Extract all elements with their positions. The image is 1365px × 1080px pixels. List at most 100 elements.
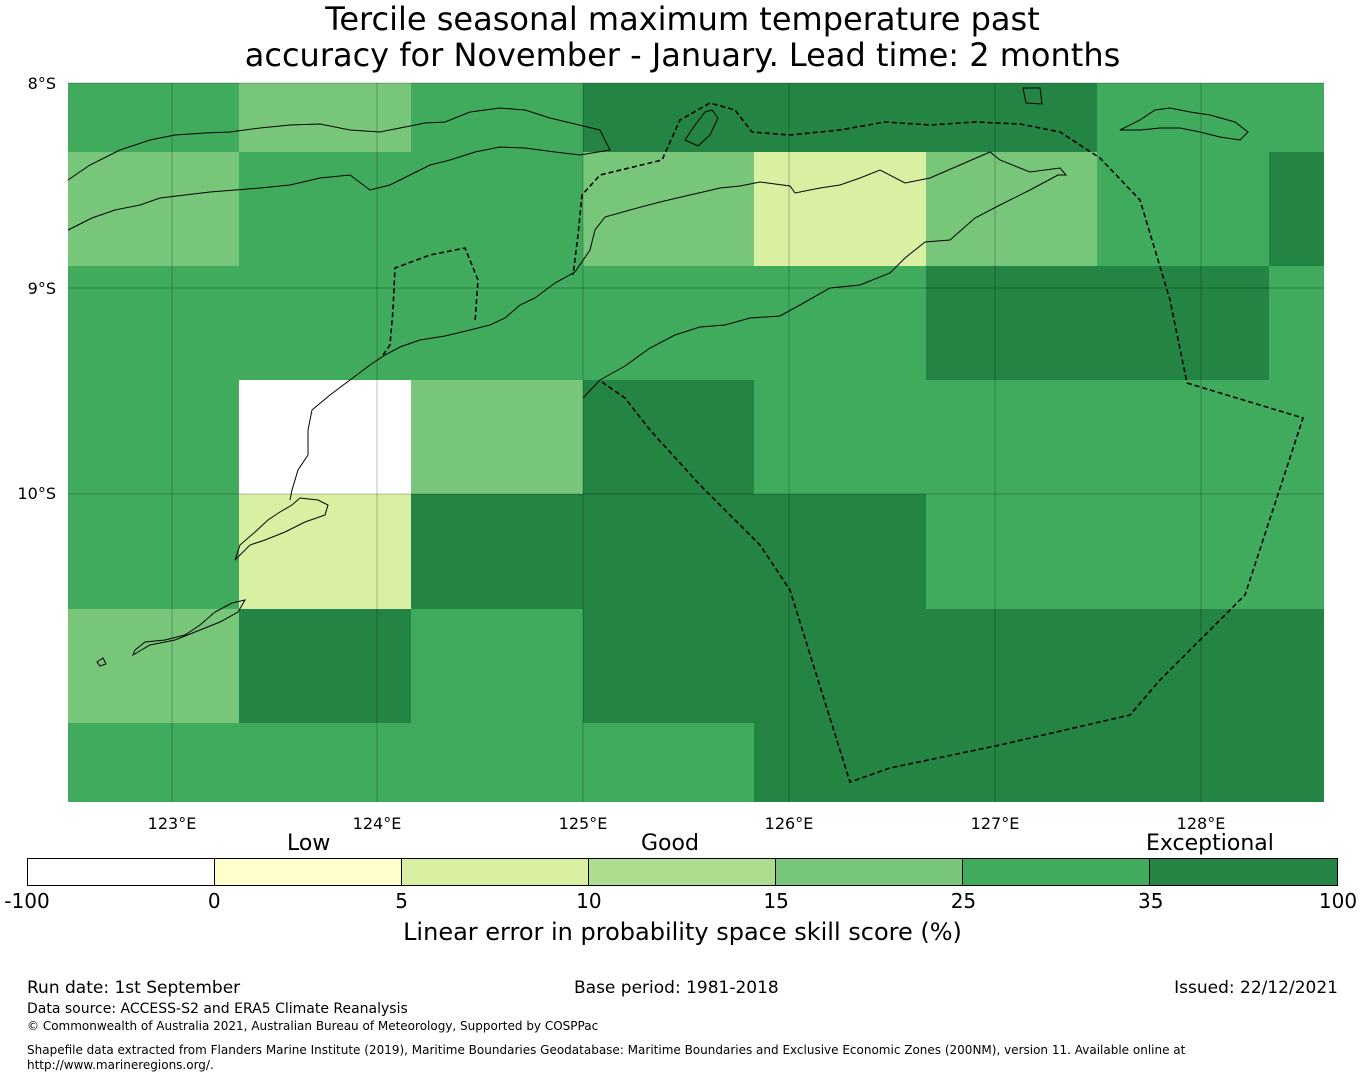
grid-cell [411,266,583,380]
atauro-island-coastline [684,109,719,147]
grid-cell [926,723,1097,802]
grid-cell [68,266,239,380]
grid-cell [583,152,754,266]
grid-cell [411,152,583,266]
map-title-line-2: accuracy for November - January. Lead ti… [244,36,1121,74]
grid-cell [1097,380,1269,494]
lat-label-10s: 10°S [17,484,56,503]
shapefile-credit-url: http://www.marineregions.org/. [27,1058,214,1072]
lon-label-128e: 128°E [1176,814,1226,833]
small-island-1 [1022,87,1043,105]
grid-cell [1097,723,1269,802]
lon-label-124e: 124°E [352,814,402,833]
grid-cell [754,723,926,802]
grid-cell [411,609,583,723]
colorbar-segment [963,859,1150,885]
base-period: Base period: 1981-2018 [574,978,779,998]
wetar-island-coastline [1119,107,1249,141]
grid-cell [1269,83,1324,152]
grid-cell [239,380,411,494]
grid-cell [754,494,926,609]
run-date: Run date: 1st September [27,978,241,998]
lon-label-127e: 127°E [970,814,1020,833]
grid-cell [583,266,754,380]
grid-cell [1269,494,1324,609]
grid-cell [1097,609,1269,723]
colorbar-segment [215,859,402,885]
grid-cell [239,723,411,802]
timor-leste-eez-boundary [572,102,1305,784]
grid-cells [68,83,1324,802]
grid-cell [1269,380,1324,494]
grid-cell [583,723,754,802]
colorbar-segment [589,859,776,885]
colorbar-tick-label: 100 [1318,889,1358,913]
grid-cell [239,152,411,266]
legend-category-good: Good [641,831,699,856]
colorbar-tick-label: 5 [395,889,408,913]
grid-cell [583,380,754,494]
grid-cell [239,609,411,723]
colorbar-segment [28,859,215,885]
grid-cell [583,494,754,609]
grid-cell [926,266,1097,380]
grid-cell [754,266,926,380]
legend-category-exceptional: Exceptional [1146,831,1274,856]
flores-alor-coastline [67,107,611,231]
grid-cell [1097,152,1269,266]
grid-cell [68,723,239,802]
lat-label-8s: 8°S [27,74,56,93]
lon-label-125e: 125°E [558,814,608,833]
grid-cell [926,494,1097,609]
grid-cell [754,83,926,152]
colorbar-tick-label: 0 [207,889,221,913]
grid-cell [68,609,239,723]
grid-cell [68,83,239,152]
grid-cell [583,83,754,152]
colorbar-tick-label: 35 [1137,889,1164,913]
colorbar-tick-label: -100 [4,889,50,913]
grid-cell [926,152,1097,266]
grid-cell [754,152,926,266]
lon-label-126e: 126°E [764,814,814,833]
shapefile-credit-line-1: Shapefile data extracted from Flanders M… [27,1043,1186,1057]
data-source: Data source: ACCESS-S2 and ERA5 Climate … [27,1001,408,1017]
grid-cell [754,380,926,494]
colorbar-tick-label: 10 [576,889,602,913]
graticule [68,82,1324,802]
maritime-boundaries [382,102,1305,784]
timor-island-coastline [289,151,1068,501]
grid-cell [1269,723,1324,802]
lon-label-123e: 123°E [147,814,197,833]
lat-label-9s: 9°S [27,279,56,298]
grid-cell [68,494,239,609]
grid-cell [1097,83,1269,152]
colorbar-tick-label: 25 [950,889,977,913]
grid-cell [1269,266,1324,380]
coastlines [67,87,1249,667]
grid-cell [68,152,239,266]
grid-cell [754,609,926,723]
small-island-2 [96,657,107,667]
colorbar-segment [1150,859,1337,885]
grid-cell [926,83,1097,152]
colorbar-tick-label: 15 [763,889,789,913]
map-title-line-1: Tercile seasonal maximum temperature pas… [325,0,1040,38]
grid-cell [411,83,583,152]
grid-cell [239,83,411,152]
grid-cell [239,266,411,380]
grid-cell [411,380,583,494]
grid-cell [583,609,754,723]
grid-cell [1269,609,1324,723]
issued-date: Issued: 22/12/2021 [1174,978,1338,998]
grid-cell [68,380,239,494]
rote-island-coastline [234,497,329,561]
grid-cell [926,609,1097,723]
grid-cell [411,494,583,609]
colorbar-segment [776,859,963,885]
colorbar-axis-label: Linear error in probability space skill … [403,918,962,946]
oecusse-eez-boundary [382,247,479,356]
colorbar [27,858,1338,886]
grid-cell [411,723,583,802]
